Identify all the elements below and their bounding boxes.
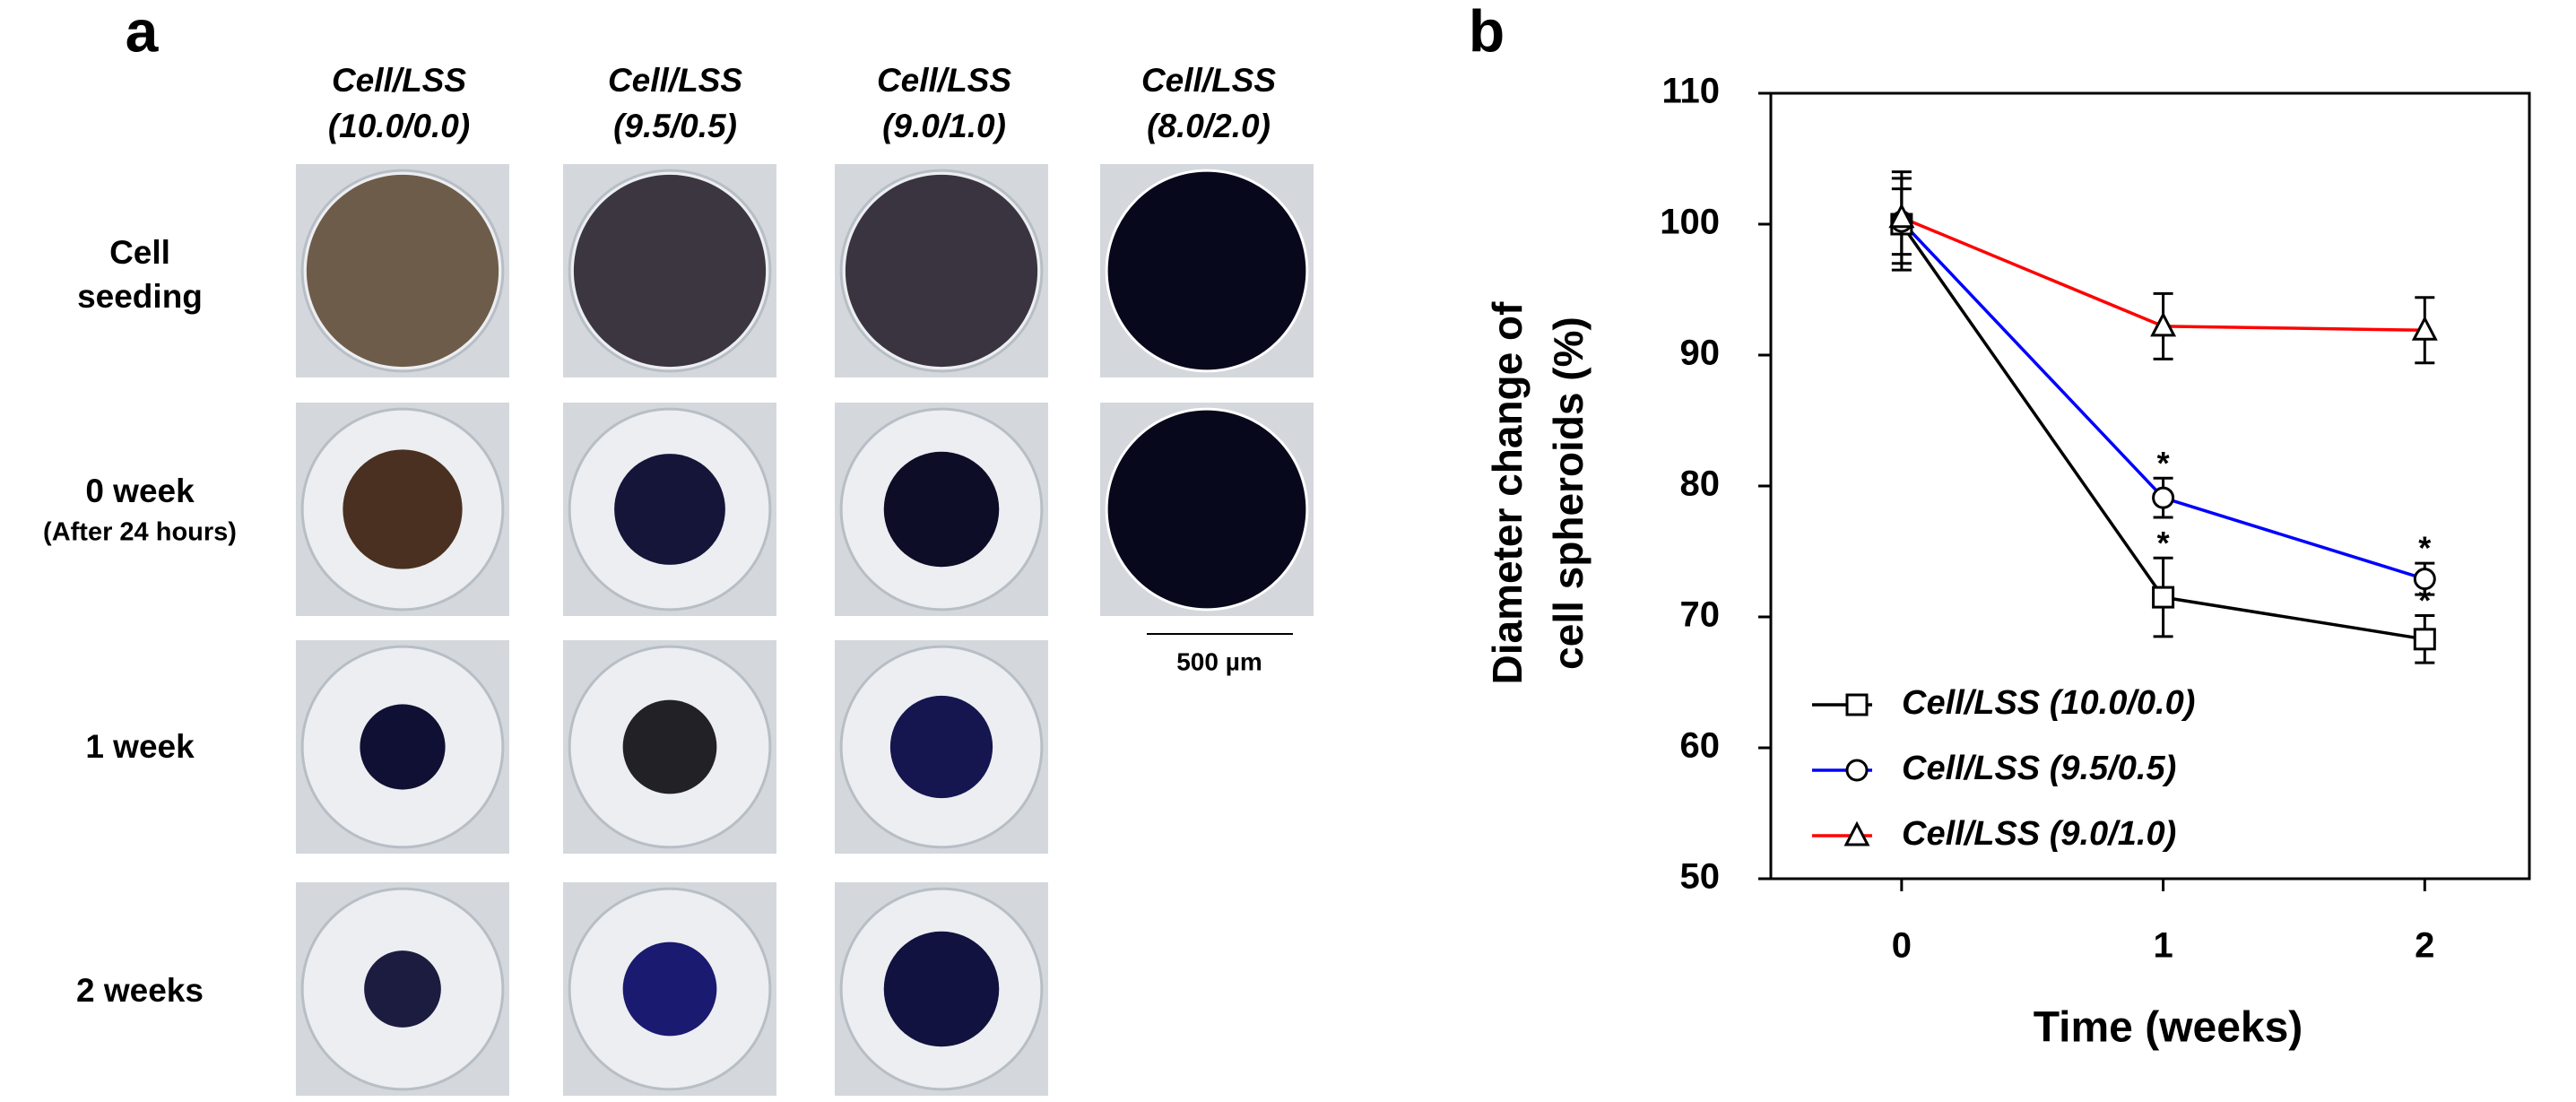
y-tick-label: 60 (1680, 726, 1721, 766)
y-tick-label: 100 (1660, 203, 1720, 242)
panel-label: a (126, 0, 160, 64)
legend-label: Cell/LSS (10.0/0.0) (1902, 684, 2195, 722)
legend-marker (1845, 759, 1869, 782)
x-tick-label: 2 (2415, 926, 2434, 966)
y-tick-label: 80 (1680, 464, 1721, 504)
scale-bar-label: 500 µm (1176, 647, 1262, 675)
row-label: (After 24 hours) (43, 518, 237, 547)
legend-marker (1845, 693, 1869, 716)
y-tick-label: 90 (1680, 334, 1721, 373)
x-tick-label: 1 (2153, 926, 2173, 966)
marker (2413, 568, 2436, 591)
marker (2411, 316, 2438, 341)
spheroid (883, 451, 1000, 568)
row-label: Cell (109, 234, 170, 271)
x-tick-label: 0 (1892, 926, 1912, 966)
spheroid (360, 704, 446, 790)
legend-label: Cell/LSS (9.5/0.5) (1902, 750, 2176, 787)
significance-mark: * (2418, 530, 2431, 567)
row-label: 2 weeks (76, 972, 204, 1009)
spheroid (1105, 407, 1309, 612)
legend-label: Cell/LSS (9.0/1.0) (1902, 815, 2176, 853)
spheroid (622, 699, 717, 794)
y-axis-label: cell spheroids (%) (1545, 317, 1592, 670)
row-label: 0 week (85, 473, 195, 509)
x-axis-label: Time (weeks) (2034, 1004, 2303, 1052)
column-header: (9.0/1.0) (882, 108, 1006, 144)
column-header: Cell/LSS (608, 62, 742, 99)
column-header: (9.5/0.5) (613, 108, 737, 144)
column-header: Cell/LSS (877, 62, 1011, 99)
spheroid (614, 454, 725, 565)
row-label: seeding (77, 278, 203, 315)
spheroid (622, 941, 717, 1037)
marker (1888, 203, 1915, 229)
significance-mark: * (2157, 525, 2170, 561)
column-header: (10.0/0.0) (328, 108, 470, 144)
spheroid (883, 931, 1000, 1047)
marker (2413, 628, 2436, 651)
column-header: (8.0/2.0) (1147, 108, 1271, 144)
row-label: 1 week (85, 728, 195, 765)
spheroid (889, 695, 993, 799)
column-header: Cell/LSS (332, 62, 466, 99)
y-tick-label: 70 (1680, 595, 1721, 635)
spheroid (845, 174, 1038, 368)
significance-mark: * (2418, 582, 2431, 619)
column-header: Cell/LSS (1141, 62, 1276, 99)
y-axis-label: Diameter change of (1484, 301, 1531, 685)
y-tick-label: 110 (1661, 72, 1720, 111)
marker (2152, 586, 2175, 609)
spheroid (1105, 169, 1309, 373)
legend-marker (1843, 820, 1870, 846)
significance-mark: * (2157, 445, 2170, 482)
panel-label: b (1469, 0, 1505, 64)
spheroid (364, 950, 441, 1028)
y-tick-label: 50 (1680, 857, 1721, 897)
marker (2150, 311, 2177, 337)
spheroid (573, 174, 767, 368)
marker (2152, 486, 2175, 509)
spheroid (343, 449, 463, 569)
spheroid (306, 174, 499, 368)
